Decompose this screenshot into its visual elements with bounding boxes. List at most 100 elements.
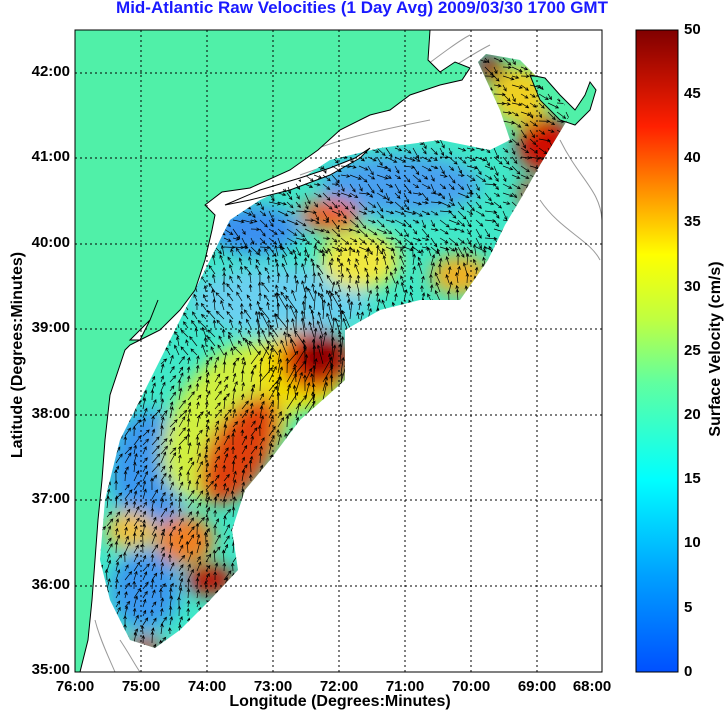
velocity-arrow [374, 275, 379, 284]
velocity-arrow [367, 156, 377, 162]
velocity-arrow [187, 550, 193, 563]
velocity-arrow [334, 290, 342, 302]
velocity-arrow [177, 596, 181, 608]
velocity-arrow [322, 192, 331, 201]
velocity-arrow [287, 333, 297, 347]
velocity-arrow [124, 501, 128, 509]
velocity-arrow [142, 417, 146, 428]
velocity-arrow [241, 409, 249, 419]
velocity-arrow [300, 310, 306, 329]
velocity-arrow [355, 258, 360, 266]
velocity-arrow [286, 427, 293, 437]
velocity-arrow [196, 441, 201, 455]
velocity-arrow [520, 84, 529, 91]
velocity-arrow [204, 580, 208, 590]
velocity-arrow [259, 437, 265, 446]
velocity-arrow [160, 438, 168, 446]
velocity-arrow [259, 367, 273, 383]
velocity-arrow [223, 524, 230, 536]
velocity-arrow [326, 274, 333, 284]
velocity-arrow [169, 616, 173, 626]
colorbar [635, 29, 679, 673]
velocity-arrow [151, 375, 156, 383]
velocity-arrow [292, 384, 297, 401]
velocity-arrow [213, 509, 217, 518]
velocity-arrow [115, 590, 121, 599]
velocity-arrow [187, 517, 194, 527]
velocity-arrow [221, 328, 226, 338]
velocity-arrow [214, 373, 221, 383]
y-tick: 38:00 [31, 405, 70, 422]
velocity-arrow [133, 628, 139, 635]
velocity-arrow [421, 156, 432, 162]
velocity-arrow [511, 138, 520, 146]
velocity-arrow [124, 489, 133, 500]
velocity-arrow [142, 617, 149, 626]
velocity-arrow [300, 317, 306, 338]
velocity-arrow [277, 348, 282, 365]
velocity-arrow [241, 400, 249, 410]
velocity-arrow [330, 362, 334, 383]
velocity-arrow [238, 320, 243, 329]
velocity-arrow [196, 401, 200, 410]
velocity-arrow [196, 460, 203, 473]
velocity-arrow [223, 384, 228, 392]
velocity-arrow [219, 254, 225, 266]
velocity-arrow [160, 607, 164, 617]
velocity-arrow [313, 182, 321, 187]
velocity-arrow [133, 544, 139, 554]
velocity-arrow [195, 577, 200, 590]
velocity-arrow [556, 111, 567, 119]
velocity-arrow [430, 254, 436, 266]
velocity-arrow [420, 248, 424, 257]
velocity-arrow [241, 444, 248, 455]
velocity-arrow [259, 228, 266, 237]
velocity-arrow [400, 247, 405, 257]
velocity-arrow [358, 165, 369, 171]
velocity-arrow [475, 165, 482, 176]
velocity-arrow [457, 147, 467, 152]
velocity-arrow [322, 201, 333, 210]
velocity-arrow [327, 302, 333, 320]
velocity-arrow [367, 174, 376, 180]
velocity-arrow [196, 474, 201, 482]
velocity-arrow [313, 210, 319, 221]
velocity-arrow [187, 457, 193, 464]
velocity-arrow [195, 480, 200, 491]
velocity-arrow [421, 228, 430, 238]
velocity-arrow [313, 289, 318, 311]
velocity-arrow [466, 246, 474, 254]
velocity-arrow [228, 302, 234, 311]
velocity-arrow [124, 446, 133, 455]
velocity-arrow [268, 442, 273, 455]
velocity-arrow [133, 470, 140, 482]
velocity-arrow [124, 600, 131, 608]
velocity-arrow [322, 174, 331, 182]
velocity-arrow [133, 481, 140, 491]
velocity-arrow [186, 607, 190, 617]
velocity-arrow [511, 192, 518, 199]
velocity-arrow [280, 291, 288, 302]
velocity-arrow [211, 254, 216, 266]
velocity-arrow [294, 261, 298, 275]
velocity-arrow [196, 540, 202, 554]
velocity-arrow [364, 254, 369, 266]
velocity-arrow [430, 147, 438, 156]
velocity-arrow [547, 120, 556, 125]
velocity-arrow [203, 284, 208, 293]
velocity-arrow [327, 247, 333, 257]
velocity-arrow [200, 313, 207, 320]
velocity-arrow [196, 355, 200, 365]
velocity-arrow [133, 587, 141, 599]
velocity-arrow [196, 414, 201, 428]
velocity-arrow [151, 572, 158, 581]
velocity-arrow [222, 464, 226, 473]
velocity-arrow [313, 357, 318, 374]
velocity-arrow [215, 310, 225, 320]
velocity-arrow [160, 546, 165, 554]
velocity-arrow [142, 457, 148, 464]
velocity-arrow [286, 219, 299, 226]
velocity-arrow [169, 509, 174, 518]
velocity-arrow [301, 262, 306, 275]
velocity-arrow [277, 433, 282, 446]
